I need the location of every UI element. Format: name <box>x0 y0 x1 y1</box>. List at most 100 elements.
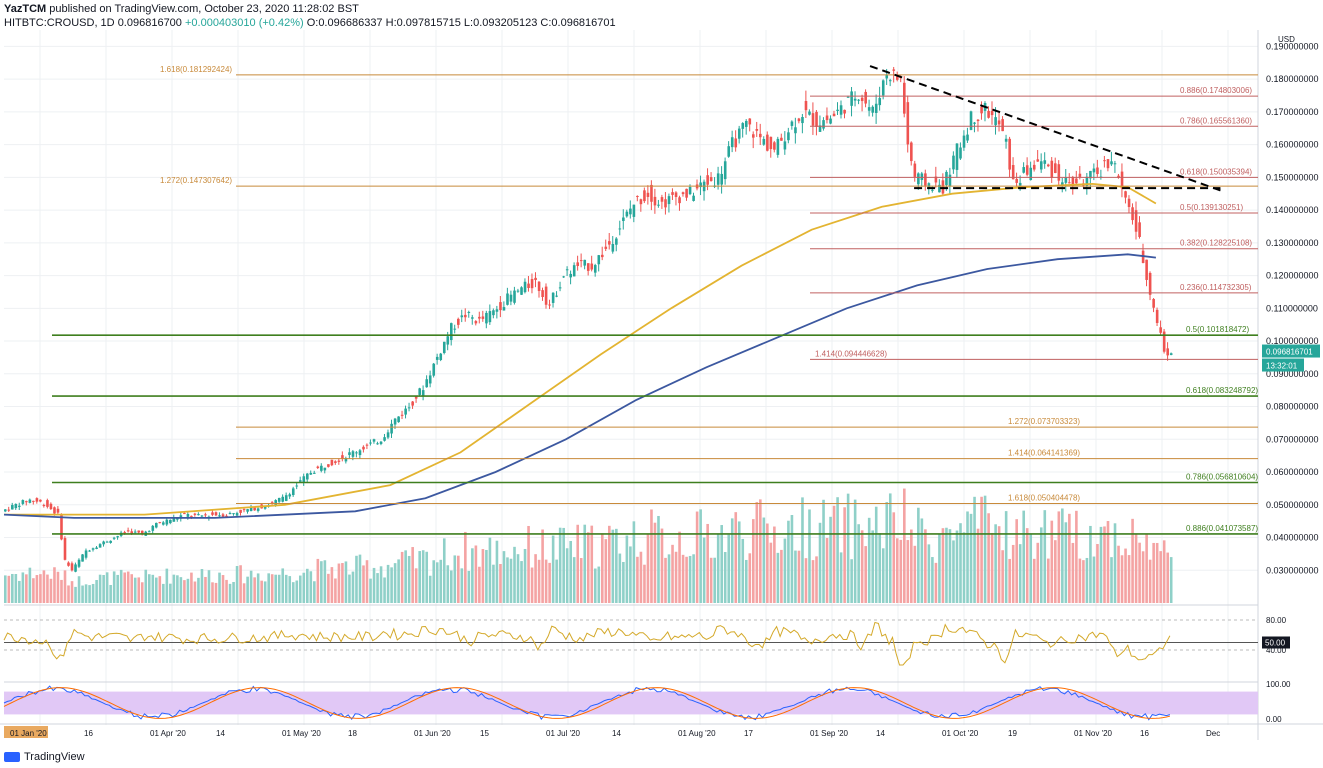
volume-bar <box>741 538 745 603</box>
candle-body <box>379 441 383 444</box>
volume-bar <box>727 534 731 603</box>
volume-bar <box>119 569 123 603</box>
volume-bar <box>604 539 608 603</box>
volume-bar <box>1008 558 1011 603</box>
candle-body <box>744 120 748 127</box>
volume-bar <box>460 568 464 603</box>
volume-bar <box>1162 540 1166 603</box>
candle-body <box>25 501 28 503</box>
candle-body <box>867 107 871 111</box>
candle-body <box>994 117 997 126</box>
candle-body <box>790 121 794 126</box>
candle-body <box>471 317 474 319</box>
candle-body <box>804 101 808 111</box>
author: YazTCM <box>4 3 47 15</box>
volume-bar <box>390 567 393 603</box>
candle-body <box>481 316 485 319</box>
candle-body <box>28 499 32 503</box>
rsi-line <box>3 621 1171 666</box>
volume-bar <box>1089 525 1092 603</box>
open-value: O:0.096686337 <box>306 17 383 29</box>
volume-bar <box>597 566 601 603</box>
candle-body <box>1106 159 1110 169</box>
candle-body <box>478 316 481 319</box>
volume-bar <box>32 578 35 603</box>
volume-bar <box>284 574 288 603</box>
volume-bar <box>541 529 544 603</box>
rsi-value-label: 50.00 <box>1265 639 1286 648</box>
descending-trendline <box>869 65 1221 192</box>
volume-bar <box>818 522 822 603</box>
x-tick-label: 16 <box>84 729 93 738</box>
candle-body <box>337 460 341 462</box>
candle-body <box>938 184 941 193</box>
candle-body <box>608 241 611 245</box>
candle-body <box>987 110 990 118</box>
candle-body <box>941 180 945 194</box>
candle-body <box>759 133 762 138</box>
candle-body <box>1120 171 1124 189</box>
volume-bar <box>565 548 569 603</box>
volume-bar <box>1022 510 1026 603</box>
volume-bar <box>846 493 850 603</box>
volume-bar <box>1054 540 1057 603</box>
level-label: 0.236(0.114732305) <box>1180 283 1252 292</box>
volume-bar <box>376 573 379 603</box>
volume-bar <box>309 571 313 603</box>
candle-body <box>98 544 102 548</box>
volume-bar <box>379 566 383 603</box>
volume-bar <box>927 544 931 603</box>
volume-bar <box>207 570 211 603</box>
volume-bar <box>867 517 871 603</box>
volume-bar <box>1018 544 1022 603</box>
volume-bar <box>1050 520 1054 603</box>
candle-body <box>1022 167 1026 173</box>
y-tick-label: 0.160000000 <box>1266 140 1319 150</box>
candle-body <box>569 273 572 278</box>
volume-bar <box>752 519 755 603</box>
volume-bar <box>941 528 945 603</box>
candle-body <box>49 503 53 510</box>
volume-bar <box>1057 511 1061 603</box>
volume-bar <box>853 499 857 603</box>
volume-bar <box>172 574 176 603</box>
countdown-label-box <box>1262 358 1304 372</box>
volume-bar <box>411 547 414 603</box>
y-tick-label: 0.140000000 <box>1266 205 1319 215</box>
volume-bar <box>523 548 527 603</box>
candle-body <box>488 311 492 323</box>
volume-bar <box>270 574 274 603</box>
volume-bars <box>4 488 1173 603</box>
volume-bar <box>815 556 818 603</box>
candle-body <box>741 123 745 129</box>
candle-body <box>147 531 151 533</box>
volume-bar <box>183 580 186 603</box>
volume-bar <box>948 529 952 603</box>
candle-body <box>253 507 256 511</box>
candle-body <box>155 522 158 528</box>
candle-body <box>976 119 980 122</box>
volume-bar <box>393 563 397 603</box>
candle-body <box>467 311 471 313</box>
candle-body <box>425 379 429 388</box>
x-tick-label: 17 <box>744 729 753 738</box>
volume-bar <box>260 580 263 603</box>
volume-bar <box>776 552 780 603</box>
volume-bar <box>513 546 516 603</box>
candle-body <box>544 286 548 305</box>
candle-body <box>400 414 404 416</box>
candle-body <box>449 323 453 341</box>
y-tick-label: 0.110000000 <box>1266 303 1318 313</box>
candle-body <box>1162 331 1166 352</box>
volume-bar <box>720 525 723 603</box>
candle-body <box>369 442 372 444</box>
volume-bar <box>1032 558 1036 603</box>
volume-bar <box>1110 557 1113 603</box>
volume-bar <box>341 563 344 603</box>
volume-bar <box>1071 542 1075 603</box>
volume-bar <box>246 576 249 603</box>
level-label: 1.618(0.181292424) <box>160 65 232 74</box>
volume-bar <box>780 549 783 603</box>
candle-body <box>88 550 91 552</box>
